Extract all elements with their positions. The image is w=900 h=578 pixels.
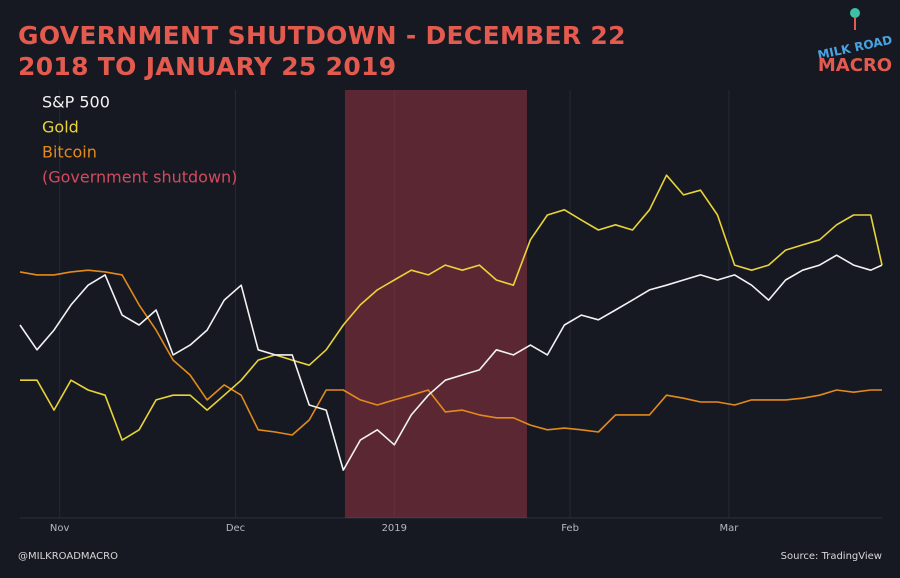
- series-line: [19, 254, 883, 471]
- x-tick-label: Nov: [50, 523, 70, 534]
- handle: @MILKROADMACRO: [18, 551, 118, 562]
- legend-entry: Bitcoin: [42, 143, 97, 162]
- series-line: [19, 269, 882, 436]
- legend-entry: Gold: [42, 118, 79, 137]
- source: Source: TradingView: [781, 551, 882, 562]
- x-tick-label: Mar: [719, 523, 739, 534]
- shutdown-band: [344, 90, 527, 518]
- brand-bottom: MACRO: [818, 55, 892, 76]
- x-tick-label: 2019: [382, 523, 407, 534]
- x-tick-label: Feb: [561, 523, 579, 534]
- chart-title: GOVERNMENT SHUTDOWN - DECEMBER 22 2018 T…: [18, 21, 626, 81]
- logo: MILK ROAD MACRO: [816, 8, 894, 76]
- legend-entry: (Government shutdown): [42, 168, 237, 187]
- series-line: [20, 174, 883, 441]
- legend-entry: S&P 500: [42, 93, 110, 112]
- x-tick-label: Dec: [226, 523, 245, 534]
